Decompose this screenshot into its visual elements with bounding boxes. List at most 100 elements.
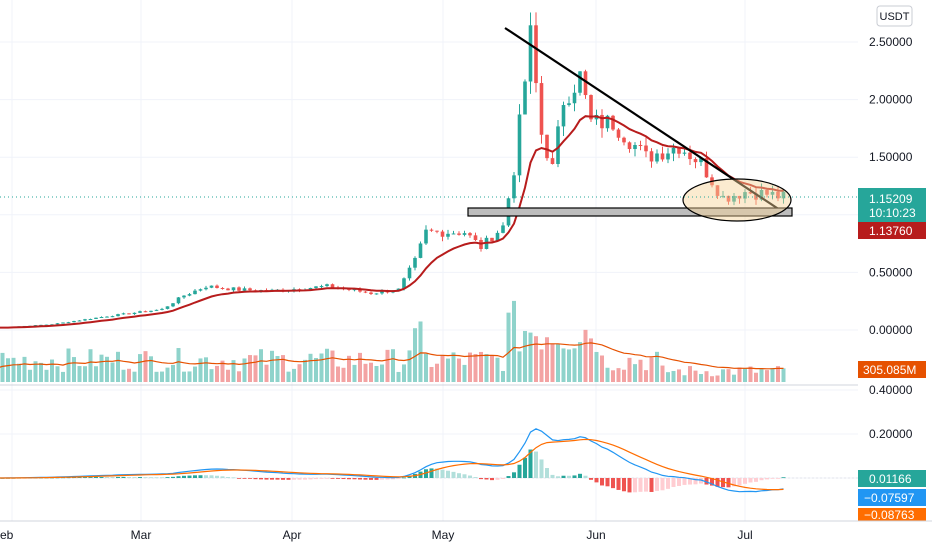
candle-body: [248, 288, 252, 291]
time-label: Apr: [283, 528, 302, 542]
volume-bar: [314, 358, 318, 382]
macd-tick-label: 0.40000: [869, 383, 913, 397]
macd-hist-bar: [187, 475, 192, 478]
candle-body: [116, 314, 120, 317]
volume-bar: [264, 364, 269, 382]
macd-hist-bar: [303, 478, 307, 480]
candle-body: [743, 192, 747, 199]
volume-bar: [644, 370, 648, 382]
volume-bar: [292, 368, 296, 382]
volume-bar: [303, 359, 307, 382]
macd-hist-bar: [297, 478, 302, 480]
macd-hist-bar: [248, 478, 252, 479]
candle-body: [209, 285, 214, 288]
candle-body: [110, 316, 115, 318]
volume-bar: [237, 371, 241, 382]
signal-line-badge: [858, 508, 926, 521]
macd-hist-bar: [165, 477, 170, 478]
macd-histogram: [0, 449, 786, 493]
volume-bar: [440, 355, 445, 382]
volume-bar: [396, 371, 401, 382]
candle-body: [677, 147, 681, 154]
candle-body: [622, 137, 626, 143]
volume-bar: [160, 371, 164, 382]
candle-body: [776, 191, 780, 199]
macd-hist-bar: [605, 478, 610, 487]
macd-hist-badge: [858, 470, 926, 487]
volume-bar: [149, 356, 153, 382]
candle-body: [171, 303, 175, 307]
volume-bar: [693, 370, 698, 382]
signal-line: [0, 438, 784, 491]
candle-body: [83, 319, 87, 321]
time-axis[interactable]: eb Mar Apr May Jun Jul: [0, 528, 753, 542]
macd-hist-bar: [352, 478, 357, 480]
macd-hist-bar: [633, 478, 637, 493]
volume-bar: [429, 366, 434, 382]
candle-body: [314, 286, 318, 288]
price-axis[interactable]: [858, 0, 932, 550]
volume-ma-value: 305.085M: [863, 363, 916, 377]
candle-body: [72, 321, 76, 323]
volume-bar: [253, 355, 258, 382]
volume-bar: [28, 369, 32, 382]
macd-hist-bar: [732, 478, 736, 487]
macd-hist-bar: [77, 477, 82, 478]
volume-bar: [671, 370, 676, 382]
volume-bar: [506, 312, 511, 382]
volume-bar: [83, 366, 87, 382]
candle-body: [699, 158, 703, 163]
candle-body: [611, 115, 615, 130]
volume-bar: [721, 369, 725, 382]
candle-body: [99, 316, 104, 318]
macd-hist-bar: [765, 478, 769, 480]
volume-bar: [143, 351, 148, 382]
macd-hist-bar: [688, 478, 692, 485]
candle-body: [523, 81, 527, 115]
volume-bar: [325, 348, 329, 382]
volume-bar: [754, 372, 758, 382]
volume-bar: [517, 351, 522, 382]
volume-bar: [182, 371, 186, 382]
macd-hist-bar: [699, 478, 703, 484]
volume-bar: [495, 357, 500, 382]
macd-hist-bar: [578, 473, 582, 478]
macd-hist-bar: [534, 451, 538, 478]
candle-body: [55, 323, 60, 325]
macd-hist-bar: [550, 474, 555, 478]
macd-hist-bar: [556, 476, 560, 478]
candle-body: [726, 195, 731, 202]
candle-body: [605, 115, 610, 129]
candle-body: [721, 195, 725, 197]
candle-body: [671, 147, 676, 154]
macd-hist-bar: [743, 478, 747, 484]
volume-bar: [479, 351, 483, 382]
macd-hist-bar: [622, 478, 626, 492]
currency-badge[interactable]: [876, 5, 913, 27]
volume-bar: [655, 351, 659, 382]
macd-hist-bar: [193, 475, 197, 478]
macd-hist-bar: [572, 475, 577, 478]
macd-hist-bar: [220, 476, 225, 478]
candle-body: [231, 287, 236, 291]
volume-bar: [556, 344, 560, 382]
volume-bar: [94, 366, 98, 382]
volume-bar: [732, 374, 736, 382]
candle-body: [143, 311, 148, 313]
macd-hist-bar: [512, 472, 516, 478]
volume-bar: [770, 367, 775, 382]
volume-bar: [358, 352, 362, 382]
last-price-badge: [858, 188, 926, 222]
macd-hist-bar: [682, 478, 687, 485]
candle-body: [501, 225, 505, 233]
volume-bar: [61, 371, 65, 382]
volume-bar: [385, 349, 390, 382]
volume-bar: [215, 365, 219, 382]
time-label: eb: [0, 528, 14, 542]
candle-body: [457, 233, 461, 235]
macd-hist-bar: [600, 478, 604, 486]
candle-body: [187, 294, 192, 296]
macd-ticks: 0.40000 0.20000: [869, 383, 913, 441]
